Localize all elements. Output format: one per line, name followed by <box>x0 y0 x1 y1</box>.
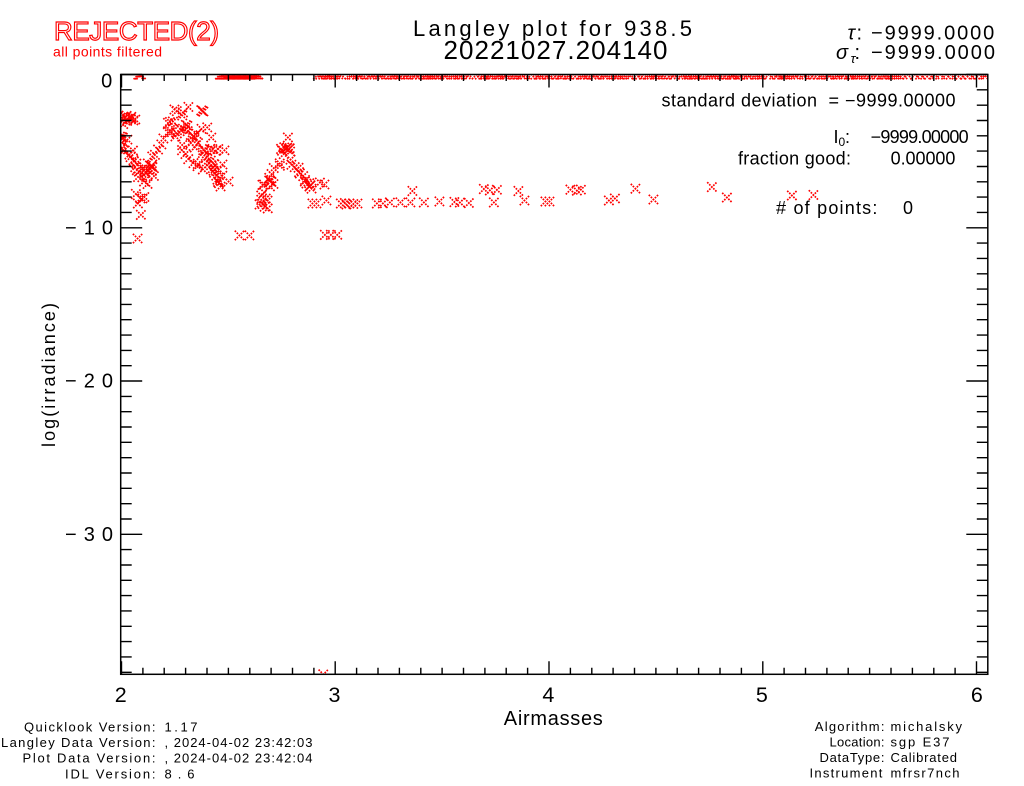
svg-text:−10: −10 <box>65 217 113 239</box>
svg-text:I: I <box>834 127 839 147</box>
svg-text:Airmasses: Airmasses <box>504 708 603 730</box>
svg-text:6: 6 <box>971 683 983 707</box>
svg-text:−30: −30 <box>65 524 113 546</box>
svg-text:standard deviation = −9999.00: standard deviation = −9999.00000 <box>662 91 956 111</box>
svg-text:3: 3 <box>329 683 341 707</box>
svg-text:sgp E37: sgp E37 <box>891 734 950 749</box>
svg-text:, 2024-04-02 23:42:03: , 2024-04-02 23:42:03 <box>165 735 313 750</box>
svg-text:log(irradiance): log(irradiance) <box>39 303 59 447</box>
svg-text:all points filtered: all points filtered <box>53 44 162 60</box>
svg-text:Calibrated: Calibrated <box>891 750 958 765</box>
svg-text:−9999.0000: −9999.0000 <box>871 23 994 45</box>
svg-text:0: 0 <box>839 135 846 149</box>
svg-text::: : <box>857 23 863 45</box>
svg-text:20221027.204140: 20221027.204140 <box>444 35 668 65</box>
svg-text:−9999.0000: −9999.0000 <box>871 42 995 64</box>
svg-text::: : <box>845 127 850 147</box>
svg-text:REJECTED(2): REJECTED(2) <box>54 16 219 46</box>
svg-text:DataType:: DataType: <box>820 750 885 765</box>
svg-text:8.6: 8.6 <box>165 766 195 781</box>
svg-text:5: 5 <box>756 683 768 707</box>
svg-text:Location:: Location: <box>830 734 885 749</box>
svg-text:michalsky: michalsky <box>891 719 963 734</box>
svg-text:0: 0 <box>903 198 913 218</box>
svg-text:−20: −20 <box>65 371 113 393</box>
svg-text:fraction good:: fraction good: <box>738 148 851 168</box>
svg-text:4: 4 <box>542 683 554 707</box>
svg-text:−9999.00000: −9999.00000 <box>871 127 969 147</box>
svg-text:, 2024-04-02 23:42:04: , 2024-04-02 23:42:04 <box>165 751 313 766</box>
svg-text:Langley Data Version:: Langley Data Version: <box>1 735 156 750</box>
svg-text:0: 0 <box>101 71 112 93</box>
svg-text:τ: τ <box>848 23 857 45</box>
svg-text:0.00000: 0.00000 <box>891 148 956 168</box>
svg-text:τ: τ <box>851 51 857 66</box>
svg-text:1.17: 1.17 <box>165 719 198 734</box>
svg-text:mfrsr7nch: mfrsr7nch <box>891 766 960 781</box>
svg-text:Langley plot for 938.5: Langley plot for 938.5 <box>413 16 692 41</box>
svg-text:2: 2 <box>115 683 127 707</box>
svg-text::: : <box>854 42 860 64</box>
svg-text:Plot Data Version:: Plot Data Version: <box>23 751 156 766</box>
svg-text:# of points:: # of points: <box>776 198 877 218</box>
svg-text:Instrument: Instrument <box>810 766 883 781</box>
svg-text:σ: σ <box>836 42 849 64</box>
svg-text:Quicklook Version:: Quicklook Version: <box>24 719 156 734</box>
svg-text:IDL Version:: IDL Version: <box>65 766 156 781</box>
svg-text:Algorithm:: Algorithm: <box>815 719 885 734</box>
